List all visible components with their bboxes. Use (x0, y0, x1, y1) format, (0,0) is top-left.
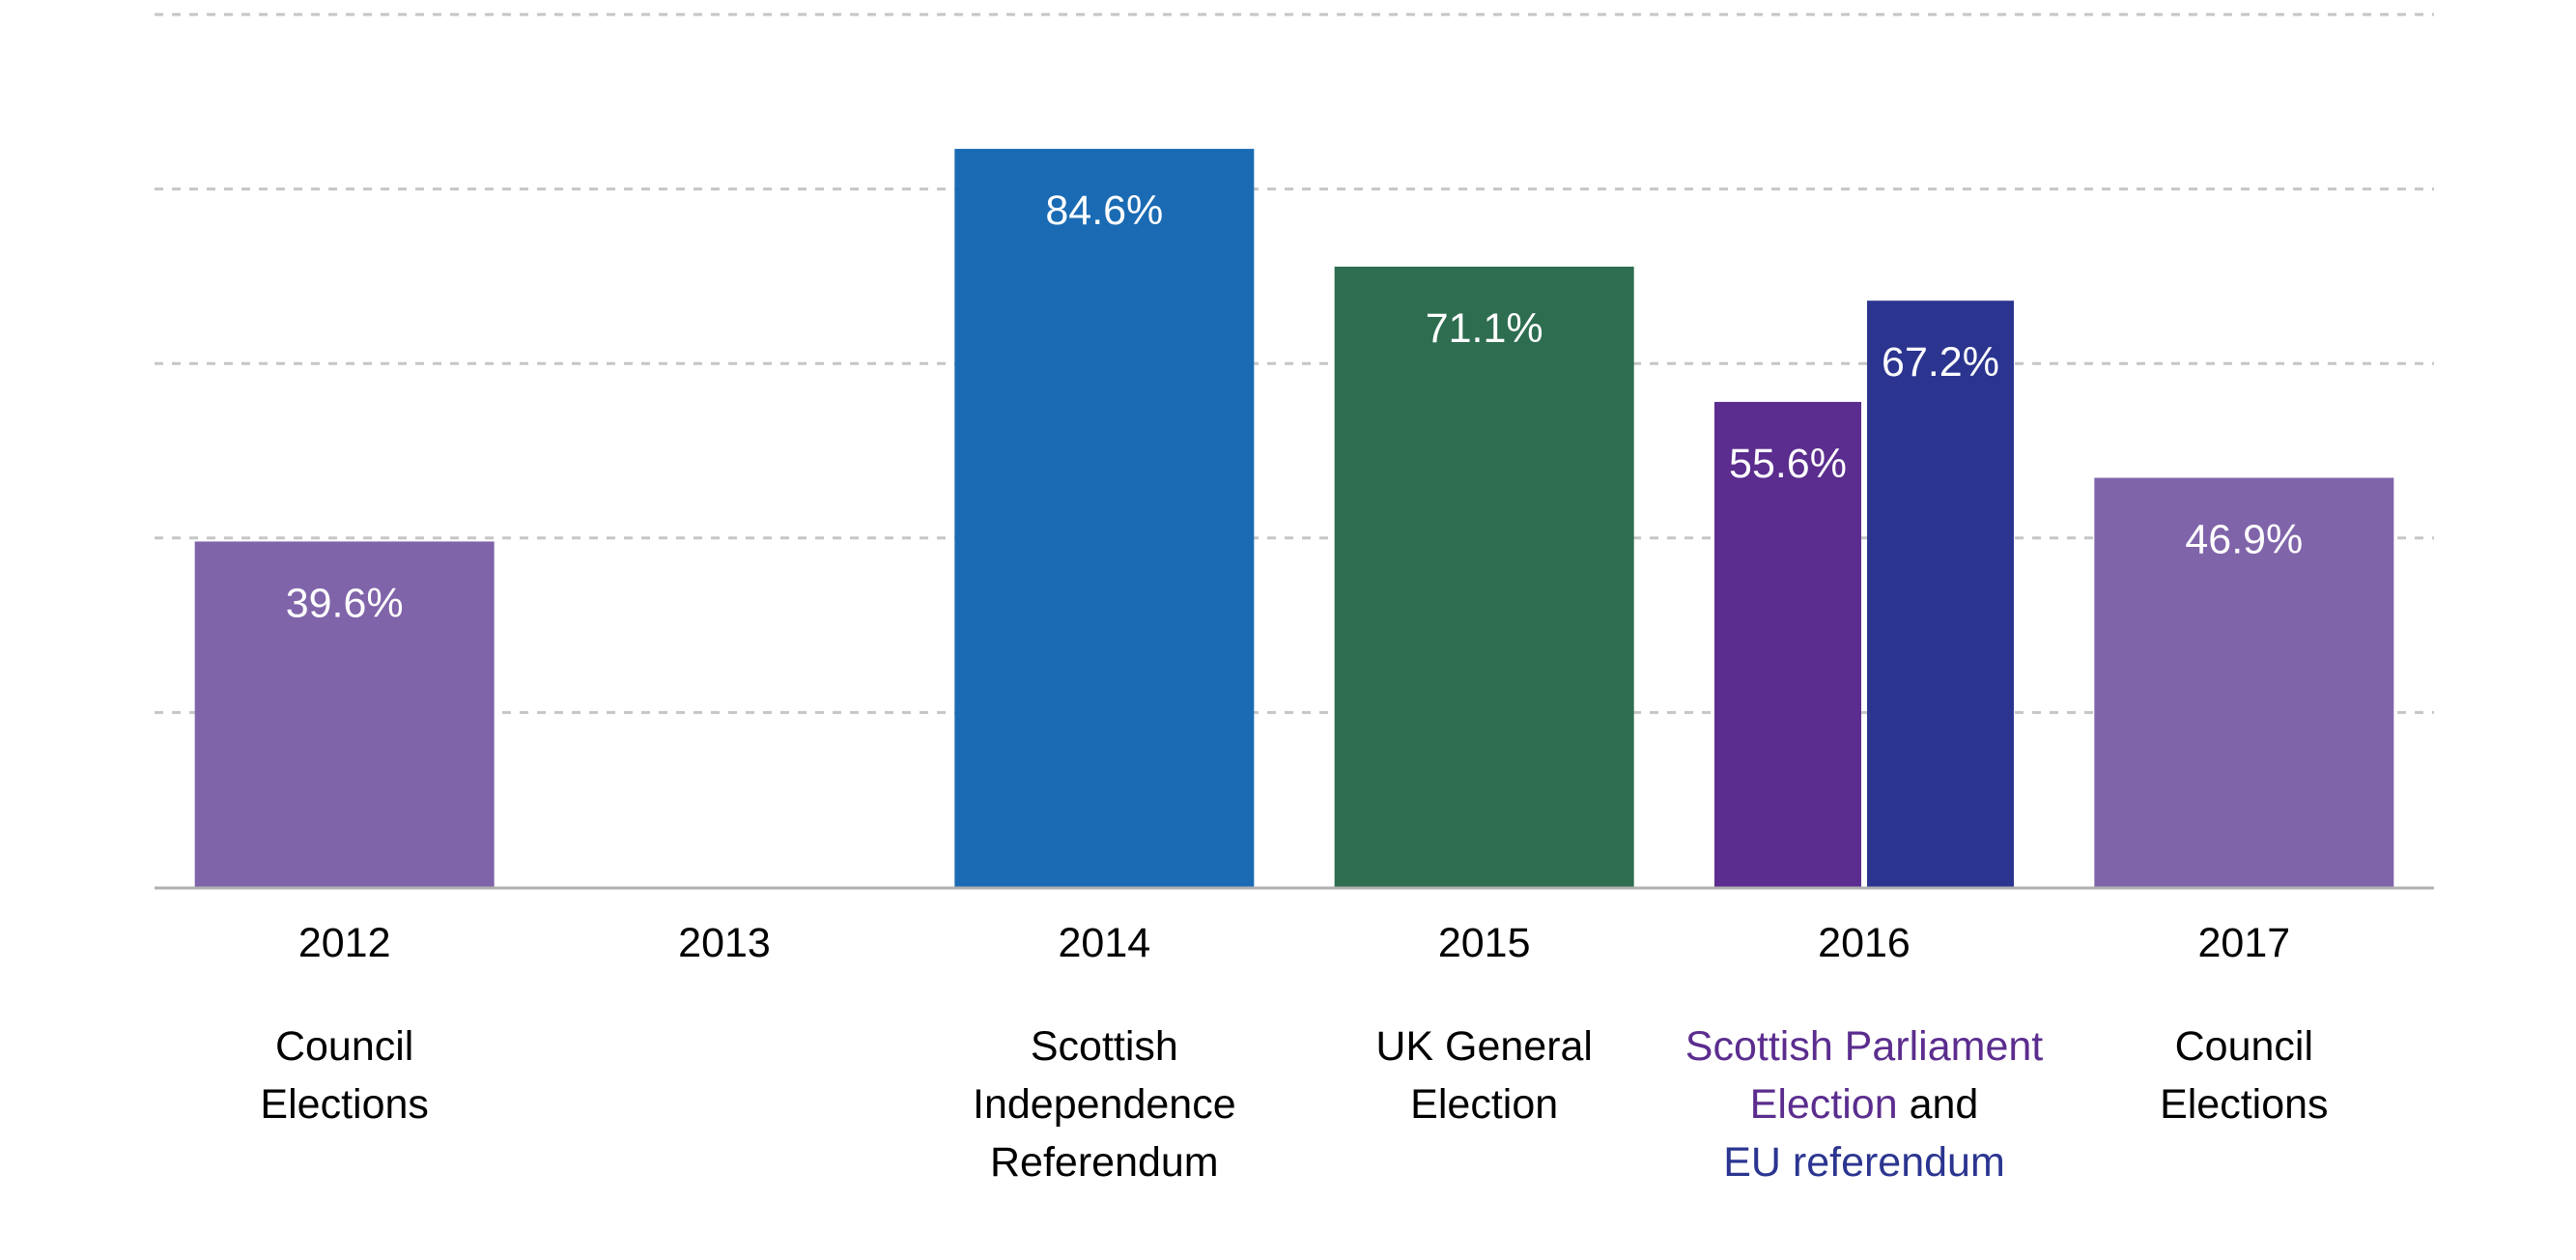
bars: 39.6% 84.6% 71.1% 55.6% 67.2% 46.9% (194, 149, 2394, 888)
bar-2017 (2094, 477, 2394, 887)
description-segment: Election (1750, 1081, 1898, 1128)
x-tick-label: 2014 (1058, 920, 1150, 966)
description-segment: Independence (973, 1081, 1236, 1128)
gridlines (155, 13, 2434, 714)
x-tick-label: 2016 (1818, 920, 1911, 966)
category-description-line: Independence (973, 1081, 1236, 1128)
bar-2015 (1334, 266, 1634, 887)
description-segment: Council (2175, 1023, 2313, 1070)
x-tick-label: 2012 (298, 920, 391, 966)
bar-2014 (954, 149, 1255, 887)
category-description-line: UK General (1375, 1023, 1593, 1070)
x-tick-label: 2017 (2197, 920, 2290, 966)
category-descriptions: Council Elections Scottish Independence Refe… (260, 1023, 2328, 1186)
category-description-line: Referendum (990, 1139, 1219, 1186)
bar-value-label: 71.1% (1426, 305, 1543, 352)
category-description-line: Scottish Parliament (1685, 1023, 2043, 1070)
category-description-line: EU referendum (1723, 1139, 2005, 1186)
description-segment: Elections (2160, 1081, 2328, 1128)
category-description-line: Council (275, 1023, 413, 1070)
description-segment: Scottish Parliament (1685, 1023, 2043, 1070)
x-tick-labels: 2012 2013 2014 2015 2016 2017 (298, 920, 2290, 966)
x-tick-label: 2013 (678, 920, 771, 966)
bar-value-label: 84.6% (1045, 187, 1163, 234)
bar-2016-0 (1714, 401, 1861, 887)
category-description-line: Council (2175, 1023, 2313, 1070)
description-segment: EU referendum (1723, 1139, 2005, 1186)
category-description-line: Scottish (1031, 1023, 1178, 1070)
bar-value-label: 67.2% (1882, 339, 1999, 386)
description-segment: UK General (1375, 1023, 1593, 1070)
description-segment: Elections (260, 1081, 428, 1128)
category-description-line: Elections (260, 1081, 428, 1128)
description-segment: Scottish (1031, 1023, 1178, 1070)
x-tick-label: 2015 (1438, 920, 1531, 966)
bar-value-label: 39.6% (286, 580, 404, 626)
category-description-line: Elections (2160, 1081, 2328, 1128)
bar-value-label: 46.9% (2185, 516, 2303, 562)
bar-2016-1 (1867, 301, 2014, 888)
description-segment: Council (275, 1023, 413, 1070)
category-description-line: Election (1410, 1081, 1558, 1128)
description-segment: Election (1410, 1081, 1558, 1128)
bar-2012 (194, 541, 495, 887)
description-segment: Referendum (990, 1139, 1219, 1186)
bar-value-label: 55.6% (1729, 441, 1847, 487)
description-segment: and (1898, 1081, 1979, 1128)
category-description-line: Election and (1750, 1081, 1979, 1128)
